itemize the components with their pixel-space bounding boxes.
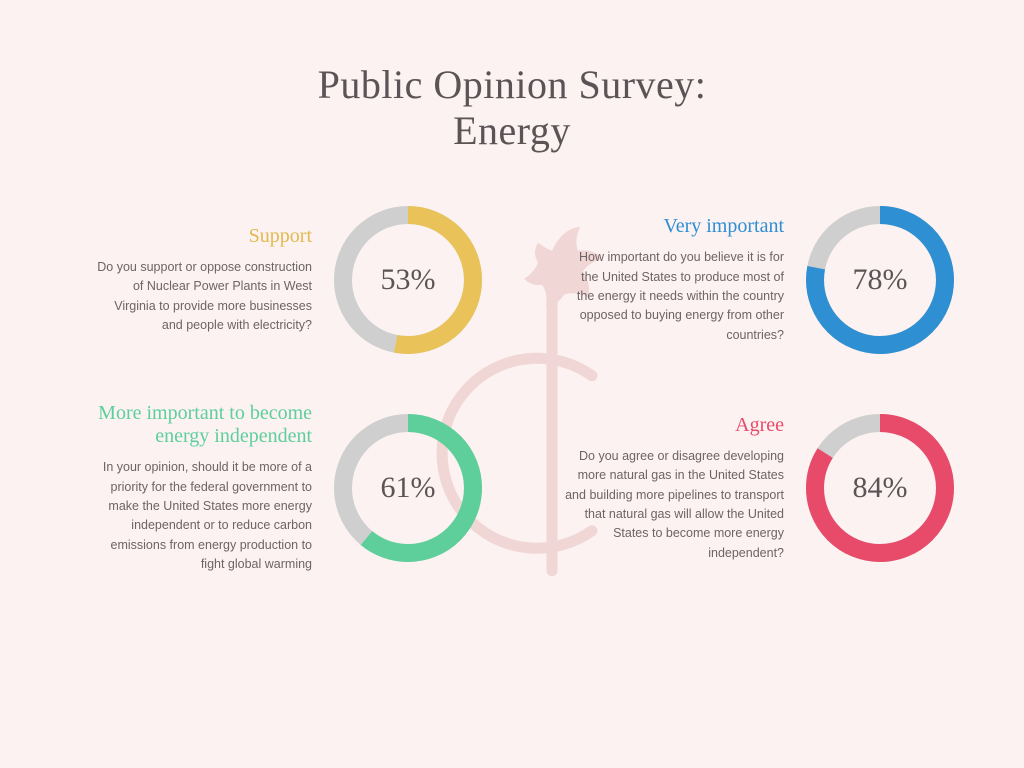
stat-text: Agree Do you agree or disagree developing… [564,414,784,563]
stat-text: Support Do you support or oppose construc… [92,225,312,336]
stats-grid: Support Do you support or oppose construc… [0,154,1024,615]
donut-value: 78% [806,206,954,354]
stat-label: More important to become energy independ… [92,402,312,448]
stat-text: More important to become energy independ… [92,402,312,574]
donut-chart: 78% [806,206,954,354]
stat-label: Support [92,225,312,248]
title-line-2: Energy [453,108,571,153]
stat-energy-independent: More important to become energy independ… [70,402,482,574]
donut-value: 61% [334,414,482,562]
title-line-1: Public Opinion Survey: [318,62,707,107]
stat-question: In your opinion, should it be more of a … [92,458,312,574]
stat-question: Do you support or oppose construction of… [92,258,312,336]
stat-agree: Agree Do you agree or disagree developing… [542,402,954,574]
stat-question: Do you agree or disagree developing more… [564,447,784,563]
page-title: Public Opinion Survey: Energy [0,0,1024,154]
stat-label: Very important [564,215,784,238]
donut-value: 84% [806,414,954,562]
stat-question: How important do you believe it is for t… [564,248,784,345]
donut-value: 53% [334,206,482,354]
donut-chart: 61% [334,414,482,562]
stat-label: Agree [564,414,784,437]
stat-support: Support Do you support or oppose construc… [70,194,482,366]
stat-text: Very important How important do you belie… [564,215,784,345]
donut-chart: 53% [334,206,482,354]
donut-chart: 84% [806,414,954,562]
stat-very-important: Very important How important do you belie… [542,194,954,366]
